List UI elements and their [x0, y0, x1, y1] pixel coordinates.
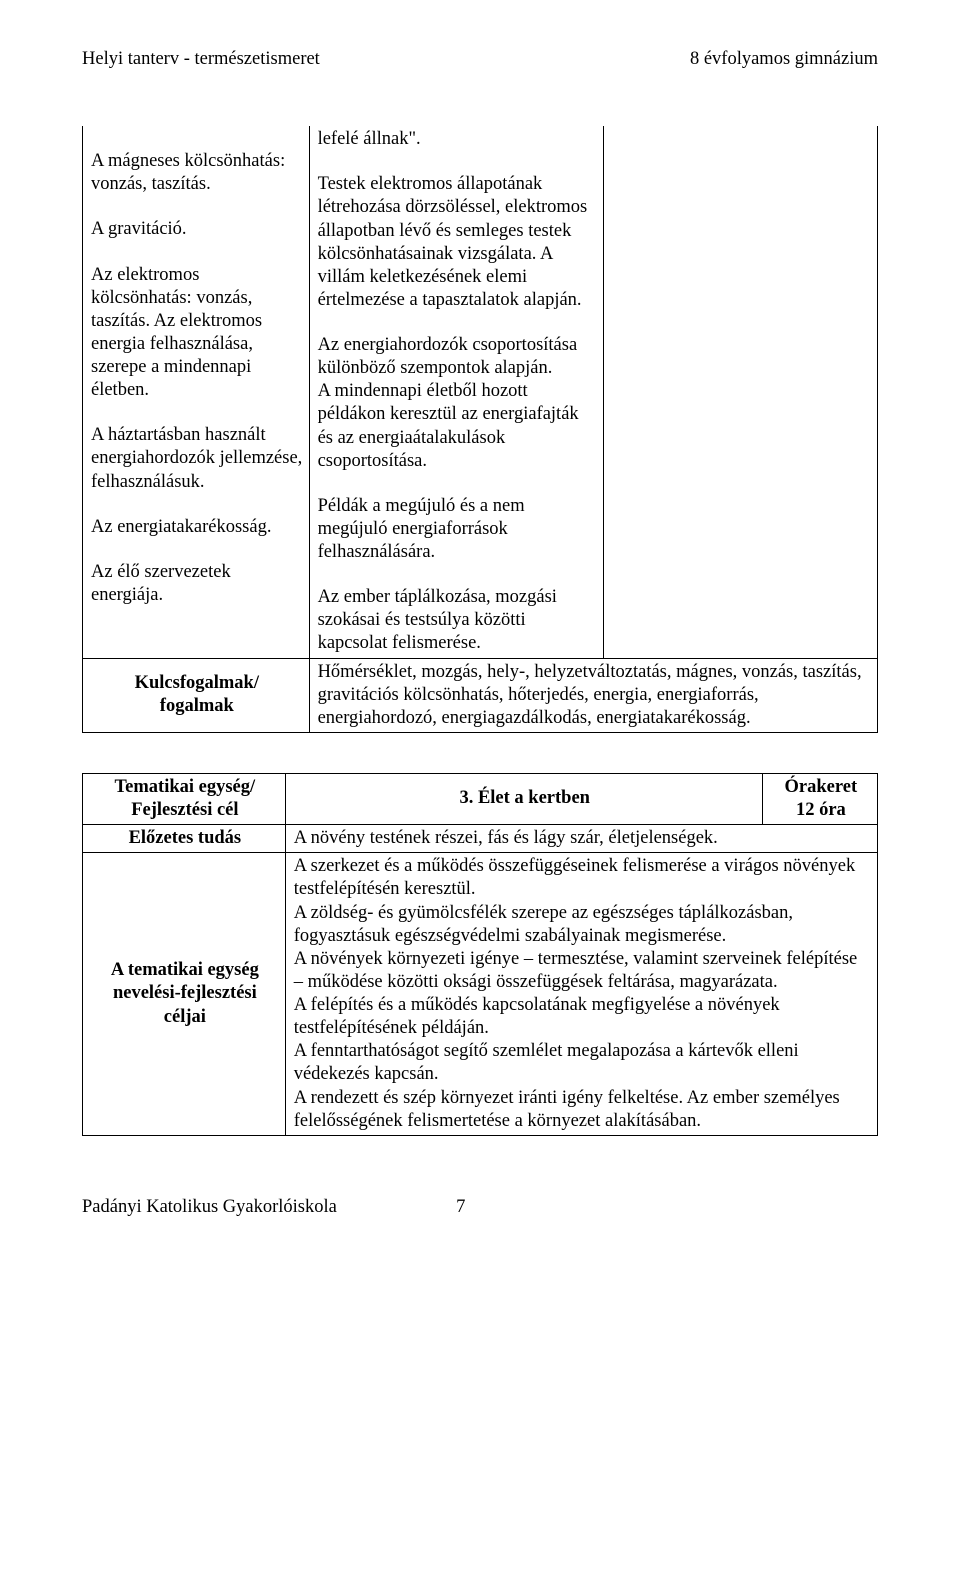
table1-right-cell	[603, 126, 877, 658]
content-table-2: Tematikai egység/ Fejlesztési cél 3. Éle…	[82, 773, 878, 1136]
text-block: Példák a megújuló és a nem megújuló ener…	[318, 495, 597, 564]
orakeret-label: Órakeret	[771, 776, 871, 799]
orakeret-cell: Órakeret 12 óra	[762, 773, 877, 824]
page-footer: Padányi Katolikus Gyakorlóiskola 7	[82, 1196, 878, 1219]
elozetes-content: A növény testének részei, fás és lágy sz…	[285, 825, 877, 853]
table1-left-cell: A mágneses kölcsönhatás: vonzás, taszítá…	[83, 126, 310, 658]
table1-row: A mágneses kölcsönhatás: vonzás, taszítá…	[83, 126, 878, 658]
kulcsfogalmak-content: Hőmérséklet, mozgás, hely-, helyzetválto…	[309, 658, 877, 732]
celjai-label: A tematikai egység nevelési-fejlesztési …	[83, 853, 286, 1136]
table2-goals-row: A tematikai egység nevelési-fejlesztési …	[83, 853, 878, 1136]
orakeret-value: 12 óra	[771, 799, 871, 822]
text-block: A mágneses kölcsönhatás: vonzás, taszítá…	[91, 150, 303, 196]
tematikai-label: Tematikai egység/ Fejlesztési cél	[83, 773, 286, 824]
text-block: A gravitáció.	[91, 218, 303, 241]
table2-title-row: Tematikai egység/ Fejlesztési cél 3. Éle…	[83, 773, 878, 824]
footer-left: Padányi Katolikus Gyakorlóiskola	[82, 1197, 337, 1217]
tematikai-label-text: Tematikai egység/ Fejlesztési cél	[91, 776, 279, 822]
elozetes-label: Előzetes tudás	[83, 825, 286, 853]
header-left: Helyi tanterv - természetismeret	[82, 48, 320, 71]
page-header: Helyi tanterv - természetismeret 8 évfol…	[82, 48, 878, 71]
text-block: A háztartásban használt energiahordozók …	[91, 424, 303, 493]
header-right: 8 évfolyamos gimnázium	[690, 48, 878, 71]
text-block: Az ember táplálkozása, mozgási szokásai …	[318, 586, 597, 655]
content-table-1: A mágneses kölcsönhatás: vonzás, taszítá…	[82, 126, 878, 733]
celjai-content: A szerkezet és a működés összefüggéseine…	[285, 853, 877, 1136]
table2-pre-row: Előzetes tudás A növény testének részei,…	[83, 825, 878, 853]
kulcsfogalmak-label-text: Kulcsfogalmak/ fogalmak	[91, 672, 303, 718]
text-block: Az energiatakarékosság.	[91, 516, 303, 539]
text-block: Az energiahordozók csoportosítása különb…	[318, 334, 597, 473]
text-block: Az elektromos kölcsönhatás: vonzás, tasz…	[91, 264, 303, 403]
unit-title: 3. Élet a kertben	[285, 773, 762, 824]
text-block: lefelé állnak".	[318, 128, 597, 151]
text-block: Az élő szervezetek energiája.	[91, 561, 303, 607]
table1-mid-cell: lefelé állnak". Testek elektromos állapo…	[309, 126, 603, 658]
text-block: Testek elektromos állapotának létrehozás…	[318, 173, 597, 312]
footer-page-number: 7	[456, 1197, 465, 1217]
kulcsfogalmak-label: Kulcsfogalmak/ fogalmak	[83, 658, 310, 732]
table1-keyrow: Kulcsfogalmak/ fogalmak Hőmérséklet, moz…	[83, 658, 878, 732]
